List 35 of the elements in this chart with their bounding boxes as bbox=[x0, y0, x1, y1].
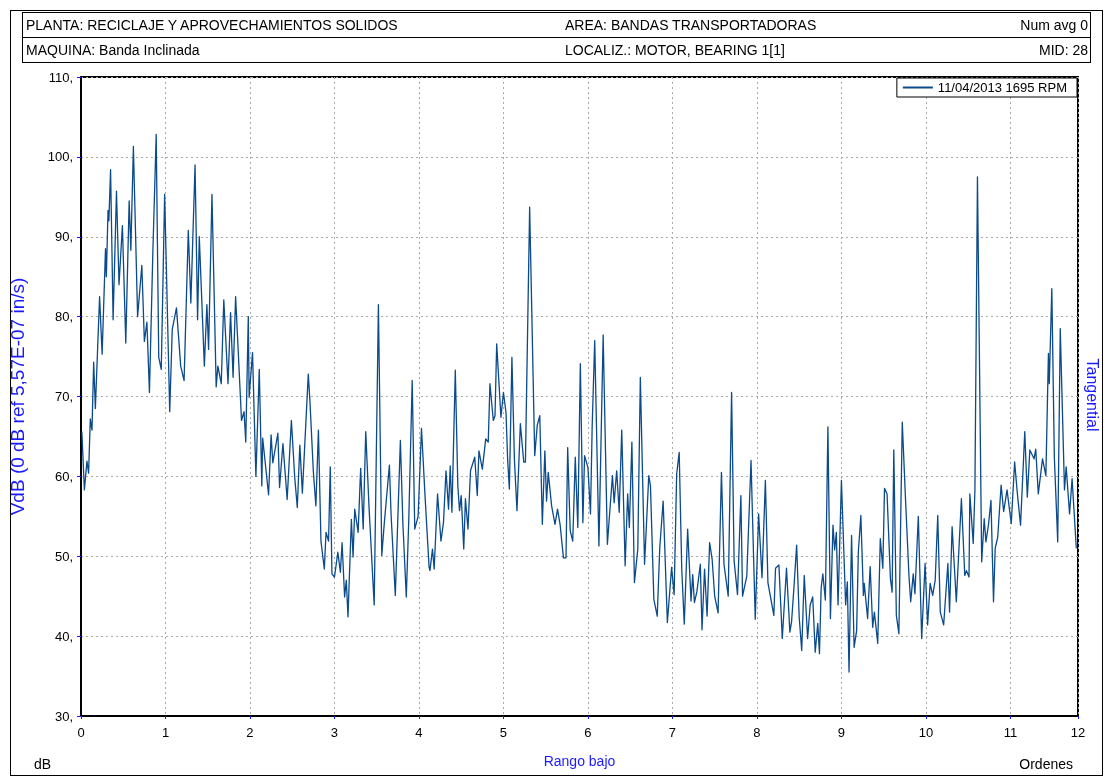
x-tick-label: 9 bbox=[837, 725, 846, 740]
y-tick-label: 40, bbox=[54, 628, 73, 644]
x-tick-label: 8 bbox=[753, 725, 761, 740]
x-tick-label: 5 bbox=[499, 725, 508, 740]
line-series bbox=[81, 133, 1077, 673]
x-tick-label: 6 bbox=[584, 725, 592, 740]
x-tick-label: 2 bbox=[246, 725, 254, 740]
text: MID: 28 bbox=[1038, 41, 1088, 59]
x-tick-label: 11 bbox=[1003, 725, 1018, 740]
text: Tangential bbox=[1083, 358, 1101, 432]
x-tick-label: 3 bbox=[330, 725, 339, 740]
x-tick-label: 0 bbox=[77, 725, 85, 740]
x-tick-label: 7 bbox=[668, 725, 677, 740]
x-tick-label: 12 bbox=[1070, 725, 1086, 740]
text: dB bbox=[34, 755, 52, 773]
text: LOCALIZ.: MOTOR, BEARING 1[1] bbox=[565, 41, 785, 59]
y-tick-label: 80, bbox=[54, 309, 73, 325]
legend-label: 11/04/2013 1695 RPM bbox=[937, 80, 1068, 95]
y-tick-label: 110, bbox=[48, 69, 73, 85]
x-tick-label: 10 bbox=[918, 725, 934, 740]
x-axis-title: Rango bajo bbox=[543, 753, 616, 769]
y-tick-label: 90, bbox=[54, 229, 73, 245]
x-tick-label: 4 bbox=[415, 725, 423, 740]
text: AREA: BANDAS TRANSPORTADORAS bbox=[565, 16, 817, 34]
text: PLANTA: RECICLAJE Y APROVECHAMIENTOS SOLIDOS bbox=[26, 16, 398, 34]
text: Ordenes bbox=[1019, 755, 1073, 773]
text: MAQUINA: Banda Inclinada bbox=[26, 41, 200, 59]
x-tick-label: 1 bbox=[161, 725, 170, 740]
y-axis-title: VdB (0 dB ref 5,57E-07 in/s) bbox=[7, 277, 28, 516]
y-tick-label: 50, bbox=[54, 548, 73, 564]
y-tick-label: 30, bbox=[54, 708, 73, 724]
text: Num avg 0 bbox=[1020, 16, 1088, 34]
y-tick-label: 100, bbox=[47, 149, 73, 165]
y-tick-label: 60, bbox=[54, 468, 73, 484]
y-tick-label: 70, bbox=[54, 389, 73, 404]
